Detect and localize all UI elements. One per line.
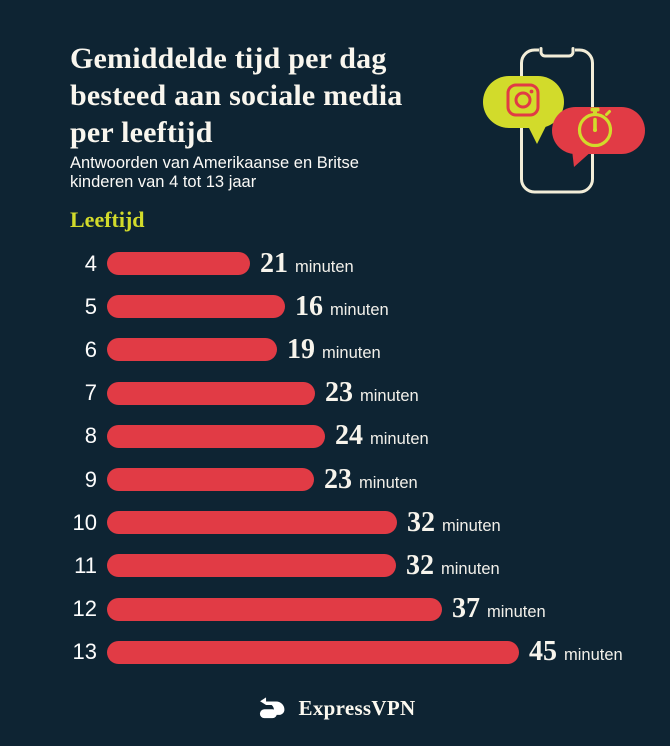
value-number: 19: [287, 333, 315, 365]
bar: [107, 511, 397, 535]
subtitle-line-1: Antwoorden van Amerikaanse en Britse: [70, 154, 359, 172]
bar-chart: 4 21 minuten 5 16 minuten 6 19 minuten 7 23 minuten…: [70, 242, 670, 674]
smartphone-icon: [483, 47, 645, 194]
bar: [107, 597, 442, 621]
value-number: 16: [295, 290, 323, 322]
value-number: 45: [529, 636, 557, 668]
value-unit: minuten: [441, 559, 500, 578]
value-number: 23: [325, 377, 353, 409]
age-label: 9: [84, 466, 97, 492]
value-label: 37 minuten: [452, 593, 546, 625]
subtitle-line-2: kinderen van 4 tot 13 jaar: [70, 172, 257, 191]
bar: [107, 424, 325, 448]
value-label: 23 minuten: [325, 377, 419, 409]
value-number: 23: [324, 463, 352, 495]
phone-notch: [539, 47, 575, 58]
age-label: 8: [84, 423, 97, 449]
value-label: 32 minuten: [406, 550, 500, 582]
bar: [107, 338, 277, 362]
page-title: Gemiddelde tijd per dag besteed aan soci…: [70, 40, 670, 151]
chart-row: 7 23 minuten: [70, 372, 670, 415]
value-number: 37: [452, 593, 480, 625]
value-label: 45 minuten: [529, 636, 623, 668]
value-label: 19 minuten: [287, 334, 381, 366]
brand-name: ExpressVPN: [298, 695, 416, 720]
value-number: 21: [260, 247, 288, 279]
value-label: 24 minuten: [335, 420, 429, 452]
value-number: 32: [406, 549, 434, 581]
value-unit: minuten: [359, 473, 418, 492]
footer-brand: ExpressVPN: [0, 691, 670, 725]
title-line-2: besteed aan sociale media: [70, 79, 403, 112]
value-unit: minuten: [442, 516, 501, 535]
chat-bubble-icon: [552, 107, 645, 167]
infographic: Gemiddelde tijd per dag besteed aan soci…: [70, 40, 670, 674]
age-label: 5: [84, 293, 97, 319]
value-unit: minuten: [487, 603, 546, 622]
age-label: 6: [84, 336, 97, 362]
age-label: 11: [74, 552, 97, 578]
chart-row: 13 45 minuten: [70, 631, 670, 674]
age-label: 7: [84, 380, 97, 406]
chart-row: 12 37 minuten: [70, 588, 670, 631]
value-number: 24: [335, 420, 363, 452]
y-axis-label: Leeftijd: [70, 207, 145, 232]
instagram-icon: [506, 83, 540, 117]
page-subtitle: Antwoorden van Amerikaanse en Britse kin…: [70, 154, 670, 191]
chat-bubble-icon: [483, 76, 564, 144]
chart-row: 6 19 minuten: [70, 328, 670, 371]
stopwatch-icon: [577, 107, 613, 148]
bar: [107, 381, 315, 405]
age-label: 10: [72, 509, 97, 535]
value-label: 16 minuten: [295, 291, 389, 323]
chart-row: 5 16 minuten: [70, 285, 670, 328]
value-unit: minuten: [322, 343, 381, 362]
value-unit: minuten: [330, 300, 389, 319]
bar: [107, 295, 285, 319]
phone-illustration: [465, 28, 665, 211]
value-label: 32 minuten: [407, 507, 501, 539]
chart-row: 4 21 minuten: [70, 242, 670, 285]
age-label: 4: [84, 250, 97, 276]
value-label: 21 minuten: [260, 248, 354, 280]
bar: [107, 252, 250, 276]
age-label: 12: [72, 596, 97, 622]
chart-row: 8 24 minuten: [70, 415, 670, 458]
chart-row: 11 32 minuten: [70, 544, 670, 587]
title-line-3: per leeftijd: [70, 116, 213, 149]
value-unit: minuten: [360, 387, 419, 406]
value-label: 23 minuten: [324, 464, 418, 496]
bar: [107, 468, 314, 492]
value-unit: minuten: [370, 430, 429, 449]
value-number: 32: [407, 506, 435, 538]
chart-row: 9 23 minuten: [70, 458, 670, 501]
bar: [107, 640, 519, 664]
chart-row: 10 32 minuten: [70, 501, 670, 544]
age-label: 13: [72, 639, 97, 665]
title-line-1: Gemiddelde tijd per dag: [70, 42, 387, 75]
value-unit: minuten: [295, 257, 354, 276]
value-unit: minuten: [564, 646, 623, 665]
expressvpn-logo-icon: [259, 697, 284, 719]
bar: [107, 554, 396, 578]
